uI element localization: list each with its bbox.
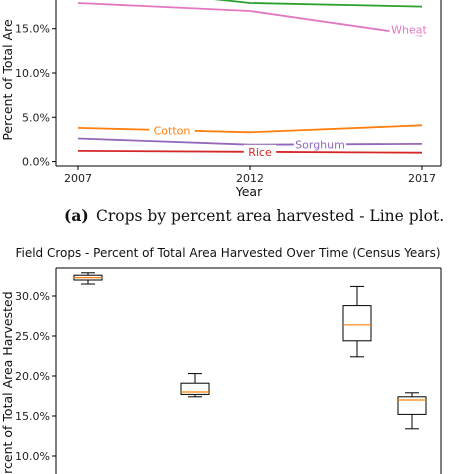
series-label-sorghum: Sorghum <box>295 138 345 151</box>
x-axis-label: Year <box>235 184 263 199</box>
x-tick-label: 2007 <box>64 172 92 185</box>
y-tick-label: 15.0% <box>15 410 50 423</box>
series-label-bg <box>389 22 429 36</box>
y-tick-label: 0.0% <box>22 156 50 169</box>
series-label-cotton: Cotton <box>154 125 191 138</box>
series-label-wheat: Wheat <box>391 24 427 37</box>
y-axis-label: Percent of Total Area Harvested <box>0 291 15 474</box>
chart-title: Field Crops - Percent of Total Area Harv… <box>15 246 440 260</box>
series-label-bg <box>149 123 195 137</box>
y-tick-label: 25.0% <box>15 330 50 343</box>
series-line-cotton <box>77 124 423 134</box>
series-line-hay <box>213 0 423 8</box>
caption-text: Crops by percent area harvested - Line p… <box>96 207 444 225</box>
line-chart: 0.0% 5.0% 10.0% 15.0% 2007 2012 2017 Hay Wheat… <box>0 0 442 199</box>
box-3 <box>342 285 372 358</box>
box-2 <box>180 373 210 398</box>
y-tick-label: 20.0% <box>15 370 50 383</box>
series-label-rice: Rice <box>248 146 272 159</box>
y-tick-label: 5.0% <box>22 111 50 124</box>
series-label-bg <box>243 144 277 158</box>
y-tick-label: 10.0% <box>15 67 50 80</box>
box-4 <box>397 392 427 430</box>
y-tick-label: 30.0% <box>15 290 50 303</box>
series-line-wheat <box>77 2 423 37</box>
caption-tag: (a) <box>64 206 89 225</box>
y-tick-label: 10.0% <box>15 450 50 463</box>
caption: (a) Crops by percent area harvested - Li… <box>64 206 444 225</box>
box-1 <box>73 272 103 285</box>
series-line-sorghum <box>77 137 423 146</box>
y-axis-label: Percent of Total Are <box>0 19 15 141</box>
box-iqr <box>342 305 372 342</box>
series-label-hay: Hay <box>202 0 224 1</box>
box-plot: Field Crops - Percent of Total Area Harv… <box>0 246 442 474</box>
y-tick-label: 15.0% <box>15 23 50 36</box>
box-iqr <box>397 396 427 415</box>
x-tick-label: 2017 <box>408 172 436 185</box>
x-tick-label: 2012 <box>236 172 264 185</box>
box-iqr <box>180 382 210 395</box>
series-label-bg <box>293 137 347 151</box>
